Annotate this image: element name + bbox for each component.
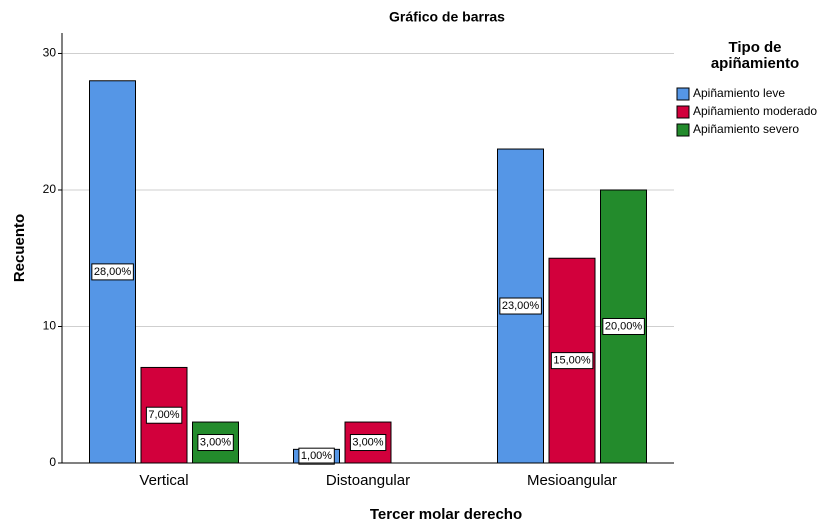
y-tick-label: 10 xyxy=(43,319,57,333)
x-axis-label: Tercer molar derecho xyxy=(370,506,522,523)
y-axis-label: Recuento xyxy=(11,214,28,282)
value-label: 3,00% xyxy=(352,436,383,448)
value-label-box xyxy=(550,352,594,370)
value-label: 28,00% xyxy=(94,266,132,278)
value-label-box xyxy=(499,297,542,315)
legend-swatch xyxy=(676,123,690,137)
value-label: 3,00% xyxy=(200,436,231,448)
legend-label: Apiñamiento moderado xyxy=(693,104,817,118)
y-tick-label: 30 xyxy=(43,46,57,60)
value-label-box xyxy=(197,434,234,452)
value-label-box xyxy=(298,447,335,465)
value-label: 23,00% xyxy=(502,300,540,312)
legend-title: Tipo de apiñamiento xyxy=(710,39,800,72)
value-label: 15,00% xyxy=(553,355,591,367)
value-label-box xyxy=(145,406,183,424)
x-tick-label: Distoangular xyxy=(326,472,410,489)
value-label-box xyxy=(602,317,645,335)
legend-swatch xyxy=(676,105,690,119)
x-tick-label: Mesioangular xyxy=(527,472,617,489)
chart-title: Gráfico de barras xyxy=(389,9,505,25)
legend-label: Apiñamiento leve xyxy=(693,86,785,100)
y-tick-label: 20 xyxy=(43,182,57,196)
y-tick-label: 0 xyxy=(49,455,56,469)
legend-label: Apiñamiento severo xyxy=(693,122,799,136)
x-tick-label: Vertical xyxy=(139,472,188,489)
value-label-box xyxy=(349,434,387,452)
value-label: 1,00% xyxy=(301,450,332,462)
legend-swatch xyxy=(676,87,690,101)
value-label: 20,00% xyxy=(605,320,643,332)
value-label-box xyxy=(91,263,134,281)
value-label: 7,00% xyxy=(148,409,179,421)
